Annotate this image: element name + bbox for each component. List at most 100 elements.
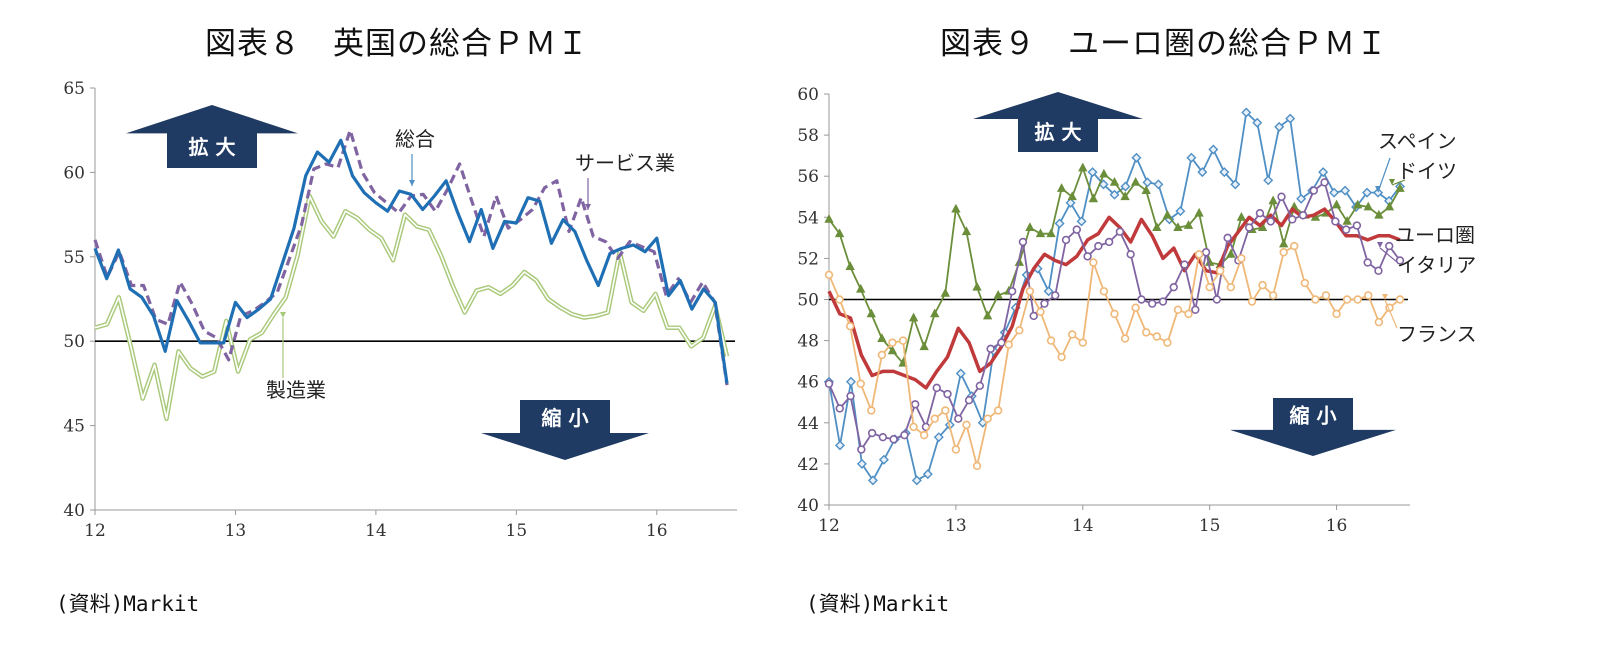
data-point	[1201, 248, 1211, 257]
data-point	[888, 338, 897, 347]
data-point	[919, 341, 929, 351]
data-point	[1142, 328, 1151, 337]
data-point	[1018, 237, 1028, 247]
data-point	[1244, 223, 1254, 232]
data-point	[1236, 211, 1247, 221]
data-point	[1309, 186, 1319, 195]
data-point	[954, 414, 963, 423]
data-point	[1385, 241, 1394, 251]
data-point	[878, 454, 889, 465]
y-tick-label: 54	[797, 208, 819, 228]
y-tick-label: 56	[797, 167, 819, 187]
data-point	[1268, 291, 1278, 300]
y-tick-label: 40	[63, 501, 85, 521]
data-point	[889, 435, 898, 444]
source-note: (資料)Markit	[806, 592, 950, 616]
data-point	[1395, 183, 1405, 192]
data-point	[986, 344, 995, 354]
data-point	[1035, 228, 1046, 238]
data-point	[1321, 291, 1331, 300]
data-point	[1137, 295, 1146, 304]
data-point	[1226, 248, 1236, 258]
data-point	[1152, 332, 1161, 341]
data-point	[845, 376, 856, 387]
data-point	[1088, 193, 1099, 203]
data-point	[911, 475, 922, 486]
data-point	[961, 226, 972, 236]
data-point	[834, 440, 845, 451]
data-point	[1300, 278, 1310, 288]
data-point	[1197, 167, 1208, 178]
data-point	[824, 270, 834, 280]
data-point	[1141, 185, 1151, 194]
data-point	[1374, 266, 1383, 275]
data-point	[930, 308, 940, 318]
data-point	[982, 310, 993, 320]
data-point	[1162, 209, 1173, 219]
data-point	[1029, 311, 1038, 321]
data-point	[1258, 280, 1267, 290]
data-point	[1329, 187, 1340, 198]
data-point	[1362, 187, 1373, 198]
data-point	[1046, 228, 1056, 238]
data-point	[877, 350, 887, 360]
x-tick-label: 16	[1326, 516, 1348, 536]
label-leader-arrowhead	[409, 180, 415, 186]
data-point	[1237, 254, 1246, 263]
data-point	[993, 290, 1003, 299]
data-point	[1173, 222, 1183, 231]
x-tick-label: 12	[84, 521, 106, 541]
data-point	[1205, 282, 1214, 292]
data-point	[909, 422, 918, 432]
data-point	[1208, 144, 1219, 155]
chart-title: 図表９ ユーロ圏の総合ＰＭＩ	[940, 26, 1388, 62]
data-point	[1110, 309, 1119, 319]
data-point	[1131, 303, 1140, 312]
data-point	[1331, 199, 1342, 209]
label-leader-arrowhead	[1375, 186, 1381, 192]
data-point	[1230, 179, 1241, 190]
data-point	[943, 389, 952, 399]
label-leader-arrowhead	[1377, 242, 1383, 248]
data-point	[1061, 235, 1071, 245]
data-point	[845, 322, 855, 331]
data-point	[1279, 248, 1288, 257]
x-tick-label: 14	[1072, 516, 1094, 536]
data-point	[997, 338, 1006, 347]
data-point	[1054, 218, 1065, 229]
data-point	[941, 406, 950, 415]
data-point	[900, 430, 909, 440]
series-label: 総合	[395, 127, 435, 151]
label-leader-line	[1391, 179, 1406, 186]
expansion-label: 拡 大	[189, 135, 236, 159]
chart-title: 図表８ 英国の総合ＰＭＩ	[205, 26, 589, 62]
x-tick-label: 15	[1199, 516, 1221, 536]
data-point	[1104, 237, 1114, 247]
label-leader-arrowhead	[1389, 179, 1395, 185]
data-point	[1083, 252, 1092, 261]
data-point	[1277, 192, 1286, 201]
data-point	[1331, 217, 1340, 226]
x-tick-label: 15	[506, 521, 528, 541]
source-note: (資料)Markit	[56, 592, 200, 616]
data-point	[1290, 241, 1299, 251]
label-leader-arrowhead	[280, 312, 286, 318]
data-point	[1076, 216, 1087, 227]
data-point	[1226, 282, 1236, 292]
data-point	[1099, 168, 1109, 178]
series-label: 製造業	[266, 378, 326, 402]
y-tick-label: 60	[797, 85, 819, 105]
y-tick-label: 42	[797, 455, 819, 475]
data-point	[930, 414, 939, 423]
data-point	[857, 445, 866, 454]
data-point	[887, 345, 898, 355]
expansion-label: 拡 大	[1035, 120, 1082, 144]
data-point	[856, 379, 865, 388]
data-point	[1099, 287, 1109, 296]
data-point	[878, 432, 888, 442]
data-point	[933, 432, 944, 443]
data-point	[1342, 216, 1352, 225]
series-line-3	[93, 138, 729, 384]
y-tick-label: 50	[63, 332, 85, 352]
y-tick-label: 55	[63, 248, 85, 268]
